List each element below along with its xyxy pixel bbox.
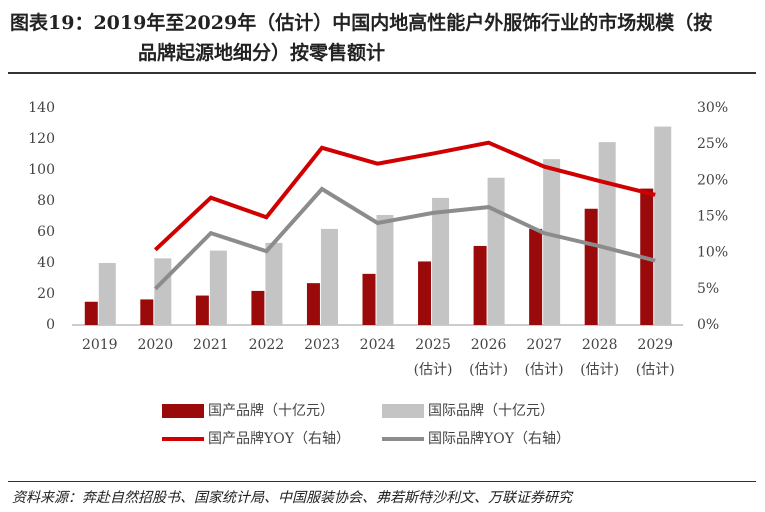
bar [418,261,432,325]
x-tick-label: 2029 (估计) [636,337,675,378]
bar [584,208,598,325]
y-tick-label: 60 [37,224,55,240]
y2-tick-label: 15% [697,209,728,225]
x-tick-label: 2020 [137,337,173,353]
title-line: 品牌起源地细分）按零售额计 [138,42,386,64]
legend-label: 国产品牌YOY（右轴） [208,430,350,447]
source-note: 资料来源：奔赴自然招股书、国家统计局、中国服装协会、弗若斯特沙利文、万联证券研究 [12,490,572,506]
y2-tick-label: 25% [697,136,728,152]
bar [251,290,265,325]
bar [195,295,209,325]
y2-tick-label: 20% [697,172,728,188]
y2-tick-label: 30% [697,100,728,116]
bar [543,159,561,325]
bar [265,242,283,325]
line [153,140,656,252]
y2-tick-label: 10% [697,245,728,261]
x-tick-label: 2027 (估计) [525,337,564,378]
x-tick-label: 2019 [82,337,118,353]
y2-tick-label: 5% [697,281,719,297]
x-tick-label: 2025 (估计) [414,337,453,378]
bar [306,283,320,325]
x-tick-label: 2021 [193,337,229,353]
bar [654,126,672,325]
bar [140,299,154,325]
y-tick-label: 40 [37,255,55,271]
bar [362,273,376,325]
legend-swatch [162,404,204,418]
y-tick-label: 20 [37,286,55,302]
chart-title: 图表19：2019年至2029年（估计）中国内地高性能户外服饰行业的市场规模（按… [10,8,750,68]
bar [209,250,227,325]
rule [8,481,756,482]
x-tick-label: 2023 [304,337,340,353]
legend-label: 国产品牌（十亿元） [208,402,334,419]
legend-swatch [382,404,424,418]
bar [320,228,338,325]
title-line: 图表19：2019年至2029年（估计）中国内地高性能户外服饰行业的市场规模（按 [10,12,713,34]
bar [598,142,616,325]
bar [487,177,505,325]
y-tick-label: 140 [28,100,55,116]
bar [154,258,172,325]
y2-tick-label: 0% [697,317,719,333]
y-tick-label: 120 [28,131,55,147]
x-tick-label: 2028 (估计) [580,337,619,378]
x-tick-label: 2026 (估计) [469,337,508,378]
bar [98,263,116,325]
y-tick-label: 0 [46,317,55,333]
rule [8,72,756,74]
x-tick-label: 2024 [360,337,396,353]
bar [432,197,450,325]
y-tick-label: 100 [28,162,55,178]
legend-label: 国际品牌YOY（右轴） [428,430,570,447]
y-tick-label: 80 [37,193,55,209]
bar [473,245,487,325]
legend-label: 国际品牌（十亿元） [428,402,554,419]
bar [84,301,98,325]
x-tick-label: 2022 [249,337,285,353]
bar [529,228,543,325]
line [153,186,656,291]
bar [376,214,394,325]
